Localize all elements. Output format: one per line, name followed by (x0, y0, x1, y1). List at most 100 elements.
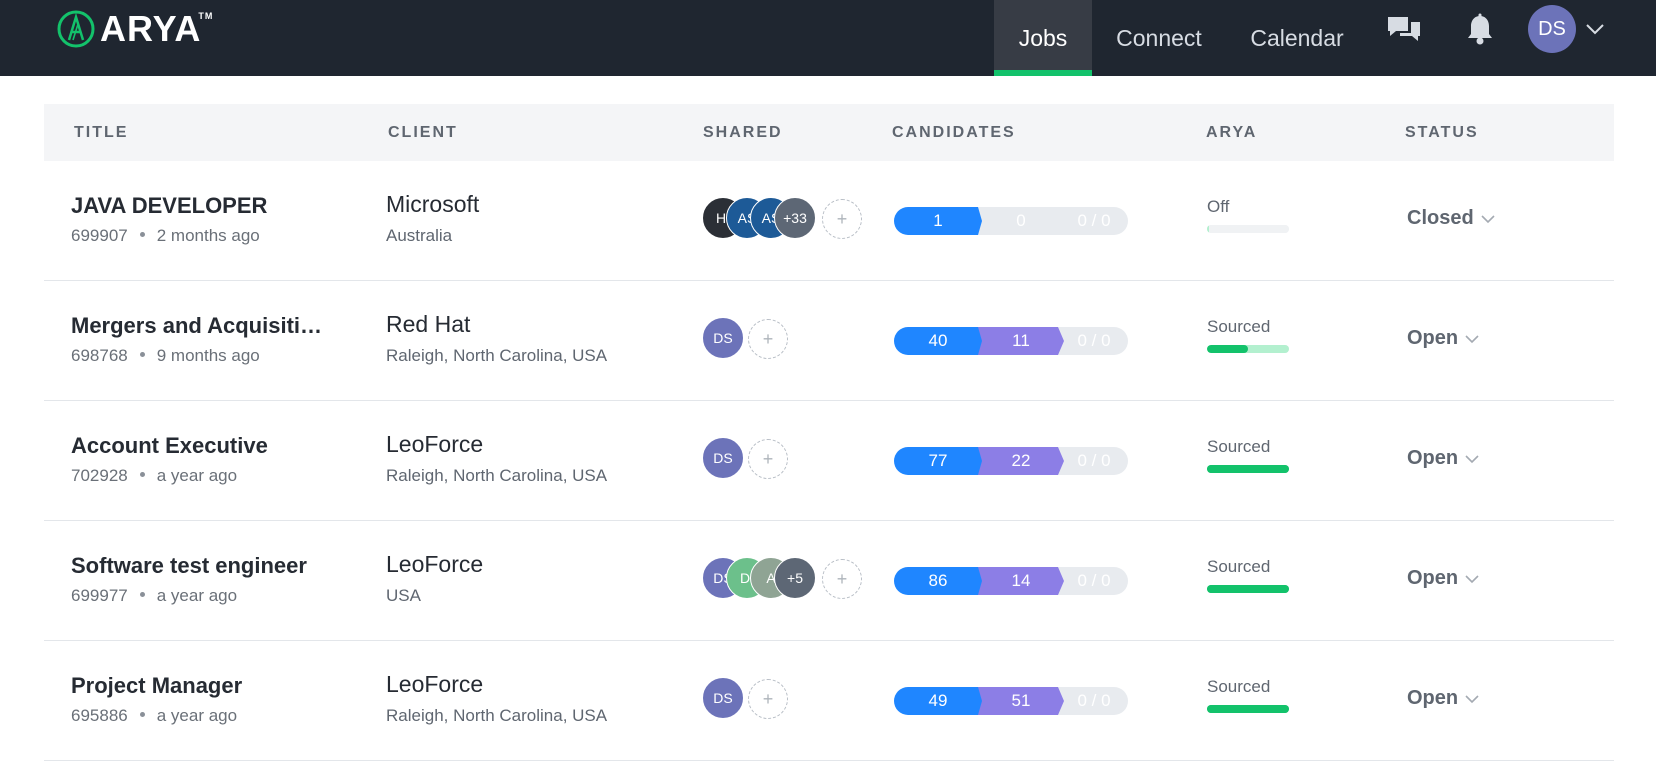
logo-trademark: TM (198, 11, 214, 21)
table-row[interactable]: JAVA DEVELOPER 699907 2 months ago Microsof… (44, 161, 1614, 281)
chevron-down-icon (1465, 454, 1479, 463)
chevron-down-icon (1465, 694, 1479, 703)
arya-progress-fill (1207, 225, 1209, 233)
arya-status-label: Sourced (1207, 677, 1271, 696)
arya-progress-fill (1207, 705, 1289, 713)
candidate-pipeline: 77 22 0 / 0 (894, 447, 1128, 475)
shortlisted-count[interactable]: 0 (972, 207, 1064, 235)
shared-users: DS DI A +5 + (702, 557, 882, 599)
connected-count[interactable]: 0 / 0 (1054, 687, 1128, 715)
header-status[interactable]: STATUS (1405, 124, 1479, 141)
add-share-button[interactable]: + (748, 439, 788, 479)
job-title[interactable]: JAVA DEVELOPER (71, 193, 268, 218)
connected-count[interactable]: 0 / 0 (1054, 327, 1128, 355)
shared-user-avatar[interactable]: DS (702, 677, 744, 719)
nav-tab-connect[interactable]: Connect (1116, 24, 1202, 51)
candidate-pipeline: 86 14 0 / 0 (894, 567, 1128, 595)
job-id: 699907 (71, 226, 128, 245)
sourced-count[interactable]: 40 (894, 327, 982, 355)
status-value: Open (1407, 447, 1459, 469)
candidate-pipeline: 49 51 0 / 0 (894, 687, 1128, 715)
client-name: Microsoft (386, 191, 480, 217)
client-location: Australia (386, 226, 453, 245)
chevron-down-icon (1465, 574, 1479, 583)
job-meta: 699907 2 months ago (71, 226, 260, 246)
connected-count[interactable]: 0 / 0 (1054, 207, 1128, 235)
job-id: 698768 (71, 346, 128, 365)
status-value: Open (1407, 687, 1459, 709)
connected-count[interactable]: 0 / 0 (1054, 567, 1128, 595)
header-title[interactable]: TITLE (74, 124, 129, 141)
job-id: 702928 (71, 466, 128, 485)
shortlisted-count[interactable]: 51 (972, 687, 1064, 715)
shared-users: DS + (702, 317, 882, 359)
sourced-count[interactable]: 86 (894, 567, 982, 595)
nav-tab-jobs[interactable]: Jobs (994, 0, 1092, 76)
chevron-down-icon[interactable] (1584, 18, 1606, 40)
header-client[interactable]: CLIENT (388, 124, 458, 141)
table-row[interactable]: Mergers and Acquisitions Analyst 698768 9 … (44, 281, 1614, 401)
status-dropdown[interactable]: Closed (1407, 207, 1496, 230)
logo-wordmark: ARYA (100, 8, 202, 49)
client-name: LeoForce (386, 551, 484, 577)
separator-dot (139, 712, 145, 718)
add-share-button[interactable]: + (748, 319, 788, 359)
separator-dot (139, 592, 145, 598)
status-value: Closed (1407, 207, 1474, 229)
job-age: 9 months ago (156, 346, 260, 365)
status-value: Open (1407, 567, 1459, 589)
status-dropdown[interactable]: Open (1407, 447, 1480, 470)
arya-status-label: Sourced (1207, 317, 1271, 336)
add-share-button[interactable]: + (822, 199, 862, 239)
arya-progress-fill (1207, 585, 1289, 593)
separator-dot (139, 472, 145, 478)
bell-icon[interactable] (1460, 10, 1500, 50)
add-share-button[interactable]: + (822, 559, 862, 599)
status-value: Open (1407, 327, 1459, 349)
client-location: Raleigh, North Carolina, USA (386, 346, 608, 365)
job-title[interactable]: Project Manager (71, 673, 243, 698)
shared-more-badge[interactable]: +33 (774, 197, 816, 239)
shortlisted-count[interactable]: 11 (972, 327, 1064, 355)
status-dropdown[interactable]: Open (1407, 567, 1480, 590)
table-row[interactable]: Project Manager 695886 a year ago LeoForce R… (44, 641, 1614, 761)
shortlisted-count[interactable]: 22 (972, 447, 1064, 475)
client-location: Raleigh, North Carolina, USA (386, 706, 608, 725)
shared-more-badge[interactable]: +5 (774, 557, 816, 599)
connected-count[interactable]: 0 / 0 (1054, 447, 1128, 475)
arya-logo[interactable]: ARYA TM (56, 8, 212, 50)
shared-user-avatar[interactable]: DS (702, 437, 744, 479)
add-share-button[interactable]: + (748, 679, 788, 719)
sourced-count[interactable]: 77 (894, 447, 982, 475)
chevron-down-icon (1481, 214, 1495, 223)
job-title[interactable]: Account Executive (71, 433, 268, 458)
logo-text: ARYA TM (100, 8, 212, 50)
arya-status-label: Sourced (1207, 557, 1271, 576)
job-meta: 698768 9 months ago (71, 346, 260, 366)
shortlisted-count[interactable]: 14 (972, 567, 1064, 595)
job-meta: 702928 a year ago (71, 466, 237, 486)
sourced-count[interactable]: 1 (894, 207, 982, 235)
table-row[interactable]: Account Executive 702928 a year ago LeoForc… (44, 401, 1614, 521)
user-avatar[interactable]: DS (1528, 5, 1576, 53)
header-candidates: CANDIDATES (892, 124, 1016, 141)
sourced-count[interactable]: 49 (894, 687, 982, 715)
header-shared: SHARED (703, 124, 783, 141)
job-title[interactable]: Software test engineer (71, 553, 307, 578)
job-meta: 695886 a year ago (71, 706, 237, 726)
client-name: Red Hat (386, 311, 471, 337)
status-dropdown[interactable]: Open (1407, 327, 1480, 350)
job-meta: 699977 a year ago (71, 586, 237, 606)
jobs-table-header: TITLE CLIENT SHARED CANDIDATES ARYA STAT… (44, 104, 1614, 161)
status-dropdown[interactable]: Open (1407, 687, 1480, 710)
chat-icon[interactable] (1384, 10, 1424, 50)
job-title[interactable]: Mergers and Acquisitions Analyst (71, 313, 333, 338)
job-id: 699977 (71, 586, 128, 605)
arya-logo-icon (57, 10, 95, 48)
shared-user-avatar[interactable]: DS (702, 317, 744, 359)
nav-tab-calendar[interactable]: Calendar (1250, 24, 1344, 51)
job-age: a year ago (156, 586, 238, 605)
client-location: Raleigh, North Carolina, USA (386, 466, 608, 485)
table-row[interactable]: Software test engineer 699977 a year ago Le… (44, 521, 1614, 641)
